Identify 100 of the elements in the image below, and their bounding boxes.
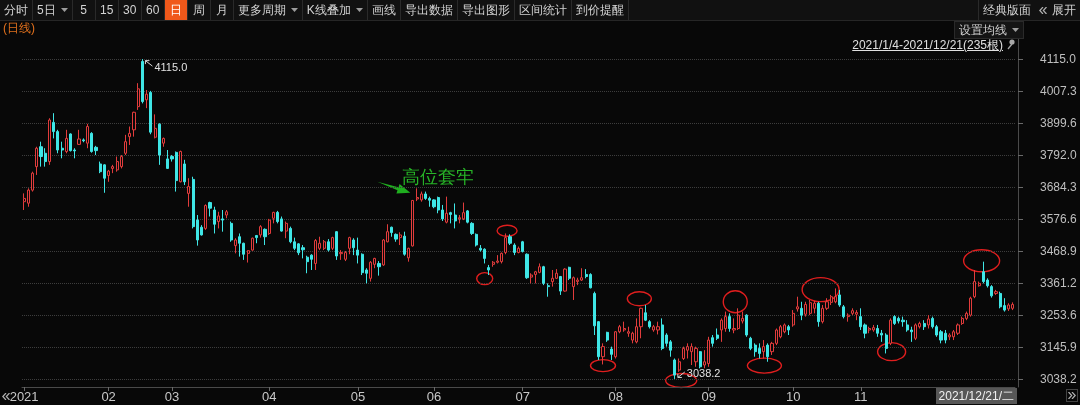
candlestick bbox=[880, 329, 883, 343]
y-tick-label: 3792.0 bbox=[1040, 148, 1078, 163]
candlestick bbox=[901, 316, 905, 328]
candlestick bbox=[86, 123, 89, 149]
text: 60 bbox=[146, 3, 160, 17]
candlestick bbox=[504, 232, 507, 255]
text: 经典版面 bbox=[983, 1, 1031, 19]
candlestick bbox=[838, 289, 841, 308]
candlestick bbox=[162, 137, 165, 148]
candlestick bbox=[82, 137, 85, 143]
candlestick bbox=[255, 234, 258, 244]
candlestick bbox=[580, 267, 583, 282]
candlestick bbox=[487, 264, 490, 276]
candlestick bbox=[230, 221, 233, 243]
candlestick bbox=[331, 236, 334, 251]
candlestick bbox=[217, 211, 220, 229]
candlestick bbox=[234, 237, 237, 254]
candlestick bbox=[796, 296, 799, 313]
candlestick bbox=[158, 122, 161, 166]
y-tick-label: 3684.3 bbox=[1040, 180, 1078, 195]
candlestick bbox=[183, 159, 186, 186]
candlestick bbox=[847, 312, 850, 323]
candlestick bbox=[745, 313, 748, 338]
candlestick bbox=[914, 322, 917, 341]
candlestick bbox=[711, 334, 714, 348]
candlestick bbox=[137, 82, 140, 111]
candlestick bbox=[834, 287, 837, 304]
candlestick bbox=[813, 300, 816, 314]
candlestick bbox=[682, 346, 685, 361]
candlestick bbox=[893, 314, 896, 326]
y-tick-label: 3899.6 bbox=[1040, 116, 1078, 131]
candlestick bbox=[145, 89, 148, 109]
candlestick bbox=[817, 301, 820, 328]
candlestick bbox=[749, 336, 752, 351]
candlestick bbox=[61, 141, 64, 159]
y-tick-label: 3145.9 bbox=[1040, 339, 1078, 354]
candlestick bbox=[783, 322, 786, 334]
x-tick-label: 08 bbox=[608, 389, 623, 404]
annotation: 3038.2 bbox=[686, 365, 721, 380]
x-tick-label: 11 bbox=[854, 389, 868, 404]
candlestick bbox=[352, 237, 355, 256]
candlestick bbox=[978, 281, 981, 288]
text: 导出数据 bbox=[404, 1, 453, 19]
candlestick bbox=[927, 314, 930, 329]
candlestick bbox=[445, 196, 448, 224]
candlestick bbox=[225, 209, 228, 219]
candlestick bbox=[356, 237, 359, 264]
y-tick-label: 4115.0 bbox=[1040, 52, 1077, 67]
candlestick bbox=[623, 321, 626, 333]
candlestick bbox=[923, 319, 926, 331]
candlestick bbox=[800, 301, 803, 321]
text: K线叠加 bbox=[306, 1, 351, 19]
candlestick bbox=[323, 239, 326, 251]
candlestick bbox=[973, 269, 976, 299]
candlestick bbox=[272, 211, 275, 224]
candlestick bbox=[521, 240, 524, 253]
text: 更多周期 bbox=[237, 1, 286, 19]
candlestick bbox=[449, 211, 452, 224]
candlestick bbox=[568, 266, 571, 281]
candlestick bbox=[656, 321, 660, 335]
candlestick bbox=[35, 146, 38, 176]
candlestick bbox=[994, 289, 998, 296]
candlestick bbox=[872, 324, 875, 333]
candlestick bbox=[728, 312, 731, 333]
candlestick bbox=[420, 191, 423, 203]
candlestick bbox=[948, 332, 951, 341]
text: 月 bbox=[215, 1, 228, 19]
text: 15 bbox=[100, 3, 114, 17]
y-tick-label: 3253.6 bbox=[1040, 307, 1078, 322]
candlestick bbox=[65, 129, 68, 154]
text: 画线 bbox=[371, 1, 396, 19]
x-tick-label: 02 bbox=[101, 389, 116, 404]
candlestick bbox=[116, 156, 119, 173]
candlestick bbox=[390, 226, 393, 238]
candlestick bbox=[187, 177, 190, 208]
candlestick bbox=[103, 163, 106, 194]
candlestick bbox=[432, 198, 436, 209]
candlestick bbox=[77, 129, 81, 146]
text: 导出图形 bbox=[461, 1, 510, 19]
candlestick bbox=[754, 342, 757, 358]
candlestick bbox=[606, 331, 609, 343]
candlestick bbox=[530, 272, 533, 284]
candlestick bbox=[263, 227, 267, 246]
candlestick bbox=[132, 111, 136, 138]
text: 到价提醒 bbox=[575, 1, 624, 19]
candlestick bbox=[394, 232, 398, 243]
candlestick bbox=[496, 254, 499, 264]
text: 周 bbox=[192, 1, 205, 19]
x-tick-label: 07 bbox=[515, 389, 530, 404]
candlestick bbox=[416, 187, 419, 202]
candlestick bbox=[39, 141, 43, 168]
x-tick-label: 03 bbox=[164, 389, 180, 404]
candlestick bbox=[314, 238, 317, 271]
candlestick bbox=[399, 231, 402, 246]
annotation: 高位套牢 bbox=[402, 165, 475, 188]
candlestick bbox=[48, 117, 51, 166]
annotation: (日线) bbox=[3, 21, 35, 35]
candlestick bbox=[1011, 301, 1014, 311]
candlestick bbox=[889, 317, 892, 346]
candlestick bbox=[259, 224, 262, 239]
